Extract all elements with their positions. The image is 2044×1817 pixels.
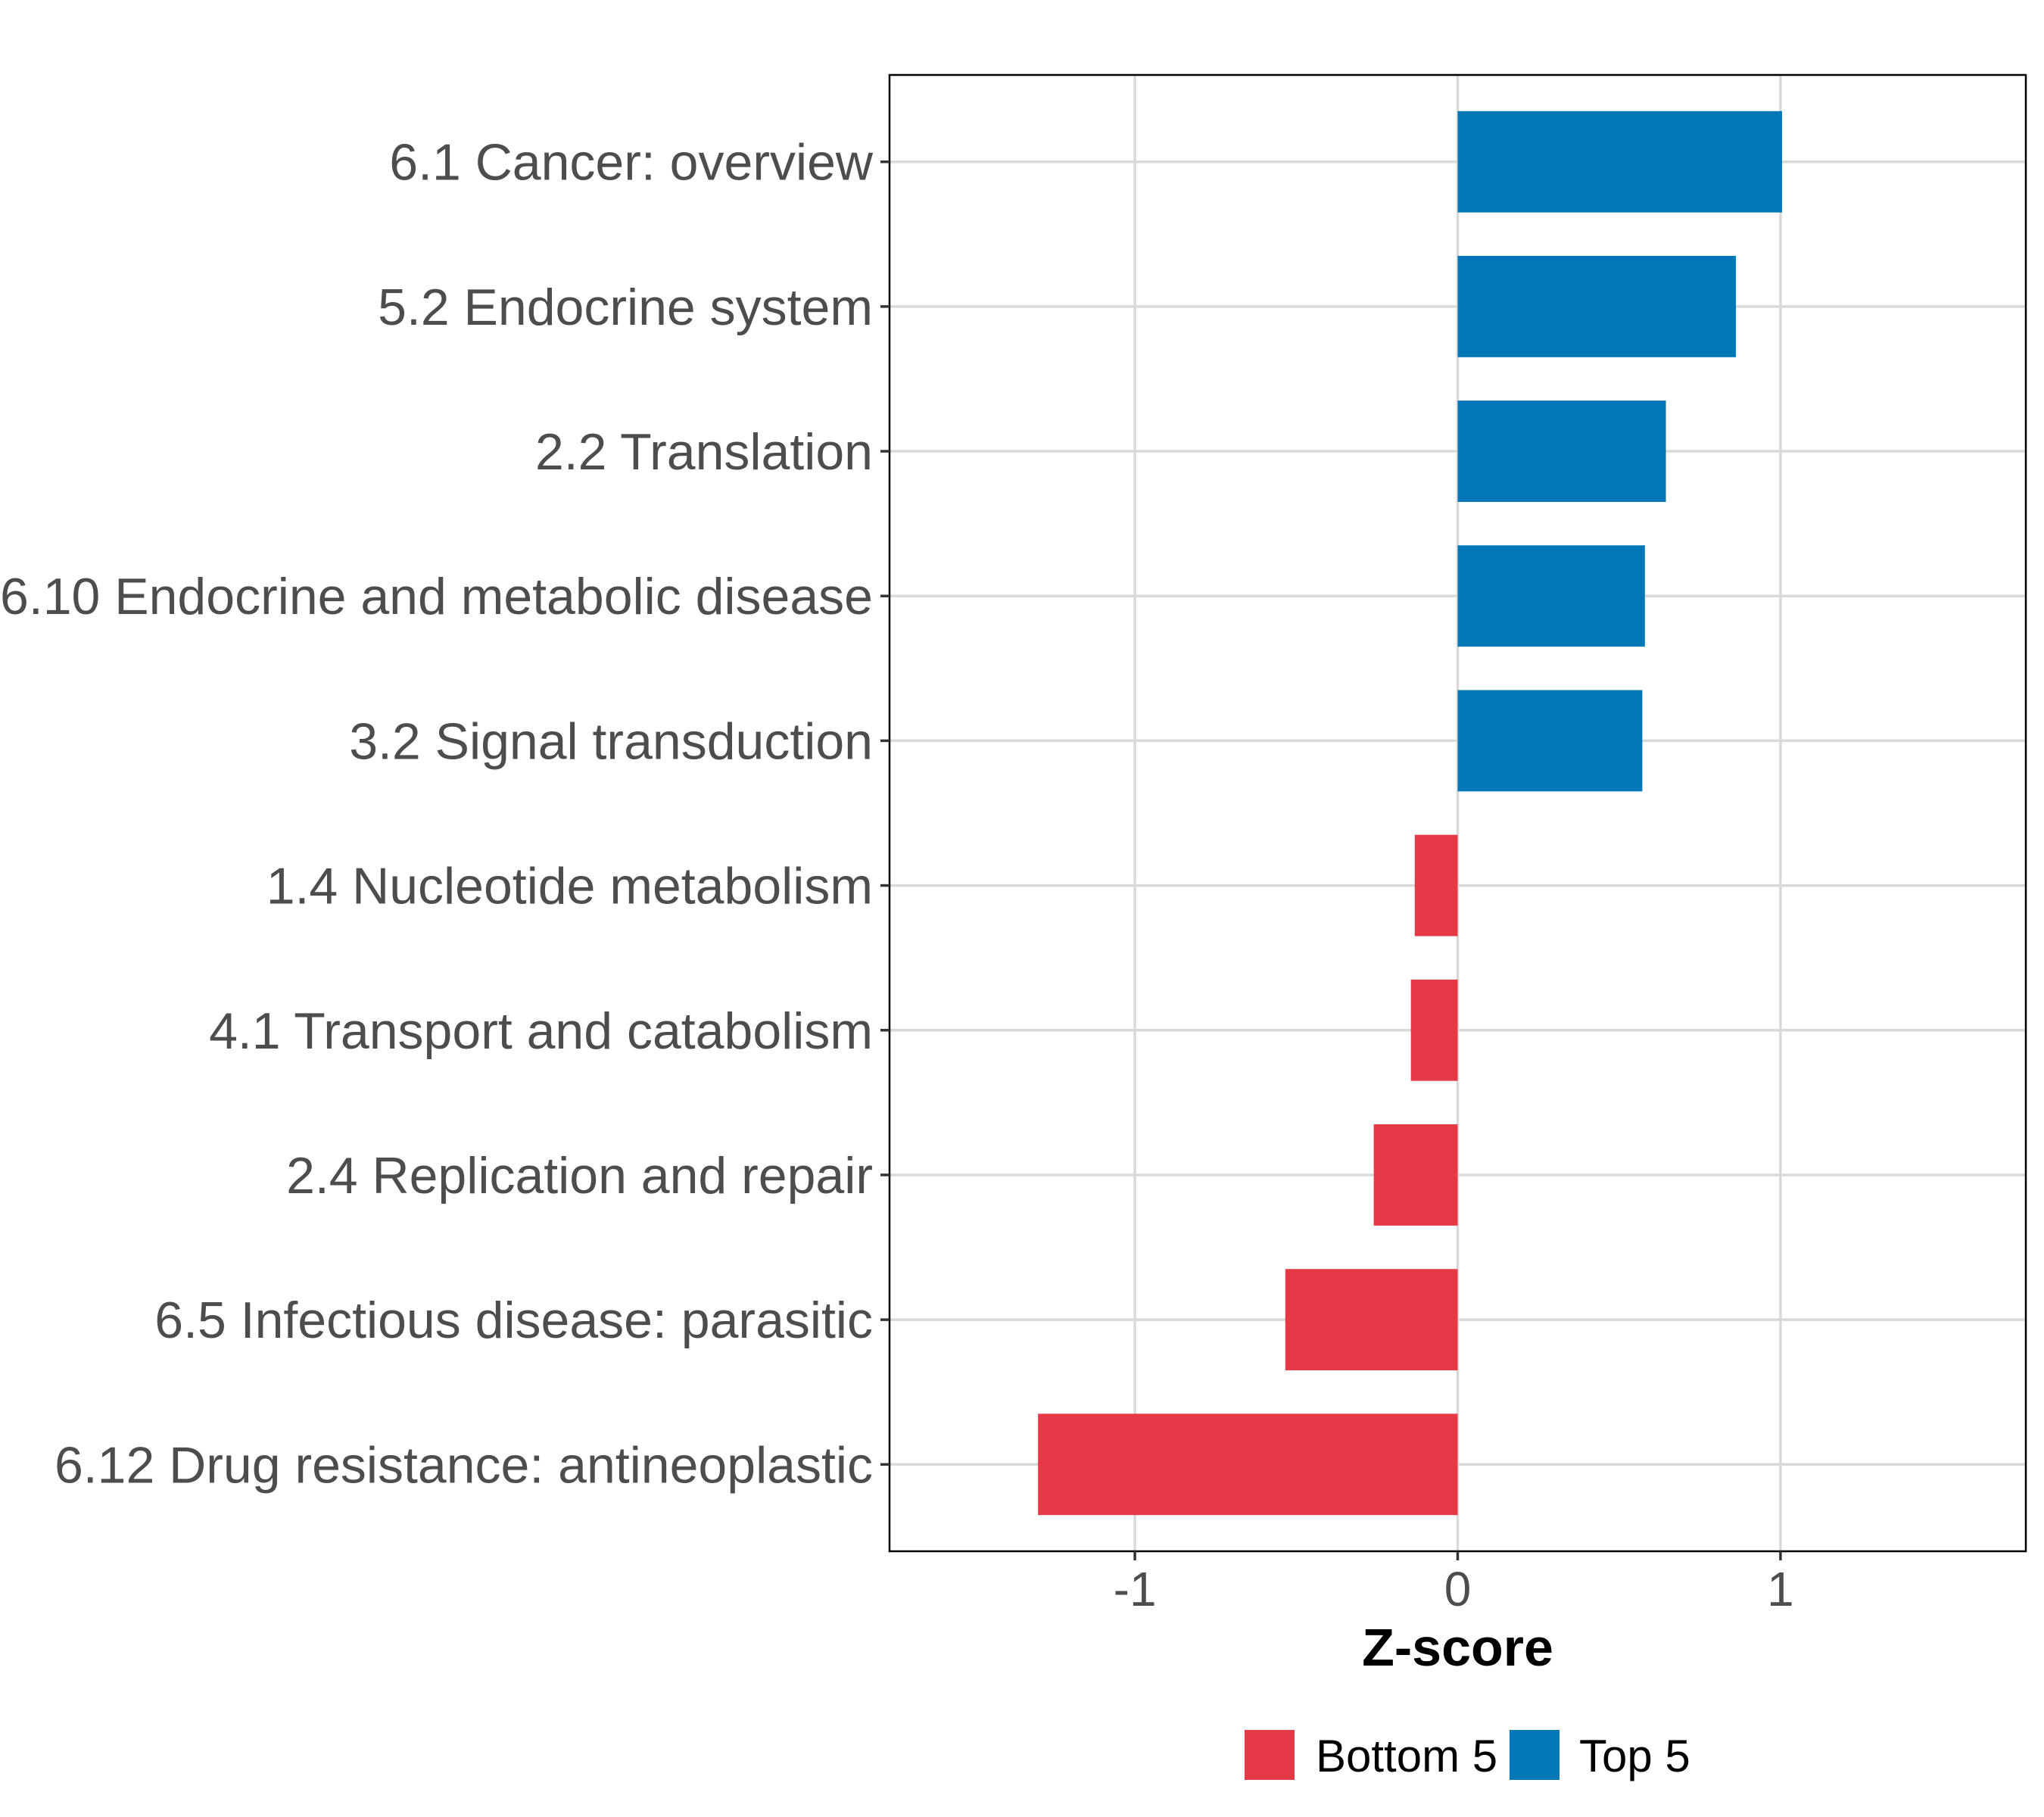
- y-tick-label: 6.12 Drug resistance: antineoplastic: [55, 1436, 873, 1494]
- bar: [1457, 400, 1666, 502]
- bar: [1457, 690, 1643, 792]
- y-tick-label: 1.4 Nucleotide metabolism: [266, 858, 873, 915]
- legend: Bottom 5 Top 5: [1245, 1730, 1690, 1781]
- bars: [1038, 111, 1783, 1516]
- bar: [1414, 834, 1458, 937]
- legend-swatch: [1245, 1730, 1295, 1780]
- bar: [1457, 111, 1783, 213]
- bar: [1457, 545, 1645, 647]
- x-tick-label: 1: [1767, 1562, 1794, 1616]
- bar: [1457, 255, 1737, 357]
- y-tick-label: 6.1 Cancer: overview: [389, 134, 874, 192]
- y-tick-label: 4.1 Transport and catabolism: [209, 1002, 873, 1060]
- y-axis: 6.1 Cancer: overview 5.2 Endocrine system…: [0, 134, 890, 1494]
- y-tick-label: 2.2 Translation: [535, 423, 873, 481]
- y-tick-label: 2.4 Replication and repair: [286, 1147, 873, 1205]
- y-tick-label: 5.2 Endocrine system: [378, 279, 873, 336]
- x-tick-label: -1: [1114, 1562, 1157, 1616]
- bar: [1038, 1413, 1458, 1516]
- x-axis: -1 0 1: [1114, 1551, 1794, 1616]
- legend-label: Bottom 5: [1316, 1731, 1497, 1781]
- bar: [1373, 1124, 1458, 1226]
- y-tick-label: 6.5 Infectious disease: parasitic: [154, 1292, 873, 1349]
- legend-swatch: [1510, 1730, 1559, 1780]
- bar: [1410, 979, 1458, 1081]
- y-tick-label: 6.10 Endocrine and metabolic disease: [0, 568, 873, 625]
- x-axis-title: Z-score: [1362, 1618, 1553, 1677]
- y-tick-label: 3.2 Signal transduction: [349, 712, 873, 770]
- x-tick-label: 0: [1444, 1562, 1472, 1616]
- bar: [1285, 1269, 1458, 1371]
- legend-label: Top 5: [1579, 1731, 1690, 1781]
